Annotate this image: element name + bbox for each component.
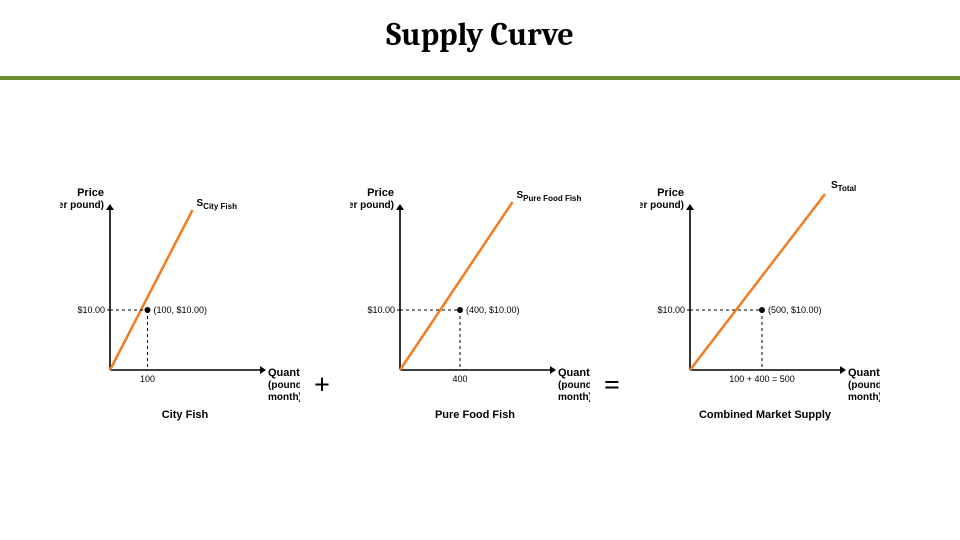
svg-text:Pure Food Fish: Pure Food Fish — [435, 409, 515, 421]
divider-rule — [0, 76, 960, 80]
svg-text:100 + 400 = 500: 100 + 400 = 500 — [729, 374, 795, 384]
svg-text:STotal: STotal — [831, 180, 856, 193]
svg-text:month): month) — [268, 392, 300, 403]
svg-text:$10.00: $10.00 — [367, 305, 395, 315]
svg-text:month): month) — [848, 392, 880, 403]
svg-text:Price: Price — [367, 187, 394, 199]
svg-text:(100, $10.00): (100, $10.00) — [154, 305, 208, 315]
svg-text:100: 100 — [140, 374, 155, 384]
operator-plus: + — [314, 370, 330, 402]
svg-text:400: 400 — [452, 374, 467, 384]
slide-title: Supply Curve — [0, 16, 960, 53]
svg-text:Price: Price — [77, 187, 104, 199]
operator-equals: = — [604, 370, 620, 402]
svg-text:SCity Fish: SCity Fish — [197, 198, 238, 211]
svg-text:(per pound): (per pound) — [350, 200, 394, 211]
svg-text:$10.00: $10.00 — [657, 305, 685, 315]
svg-text:(per pound): (per pound) — [640, 200, 684, 211]
svg-text:Price: Price — [657, 187, 684, 199]
svg-text:(pounds per: (pounds per — [558, 380, 590, 391]
slide: Supply Curve Price (per pound) Quantity … — [0, 0, 960, 540]
svg-text:month): month) — [558, 392, 590, 403]
svg-text:Quantity: Quantity — [558, 367, 590, 379]
svg-text:SPure Food Fish: SPure Food Fish — [517, 190, 582, 203]
svg-text:Quantity: Quantity — [268, 367, 300, 379]
chart-pure-food-fish: Price (per pound) Quantity (pounds per m… — [350, 180, 590, 440]
svg-text:(500, $10.00): (500, $10.00) — [768, 305, 822, 315]
svg-text:Combined Market Supply: Combined Market Supply — [699, 409, 832, 421]
chart-combined-supply: Price (per pound) Quantity (pounds per m… — [640, 180, 880, 440]
chart-city-fish: Price (per pound) Quantity (pounds per m… — [60, 180, 300, 440]
svg-text:$10.00: $10.00 — [77, 305, 105, 315]
svg-text:(per pound): (per pound) — [60, 200, 104, 211]
svg-text:Quantity: Quantity — [848, 367, 880, 379]
charts-row: Price (per pound) Quantity (pounds per m… — [60, 180, 900, 440]
svg-text:(pounds per: (pounds per — [848, 380, 880, 391]
svg-text:City Fish: City Fish — [162, 409, 209, 421]
svg-text:(400, $10.00): (400, $10.00) — [466, 305, 520, 315]
svg-text:(pounds per: (pounds per — [268, 380, 300, 391]
